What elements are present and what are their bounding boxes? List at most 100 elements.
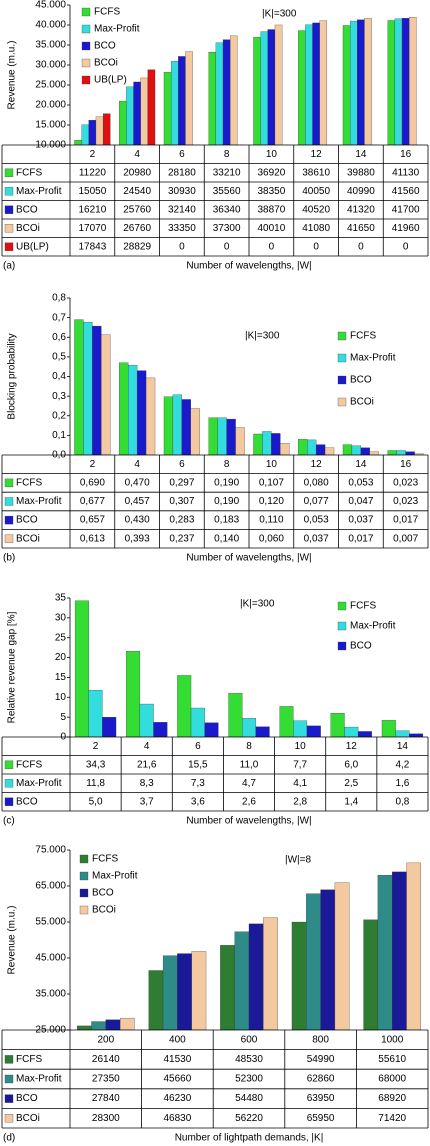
bar [74,600,89,737]
table-value: 0,183 [214,515,239,526]
y-tick-label: 0,5 [52,352,66,363]
table-value: 1,6 [395,778,409,789]
table-value: 37300 [213,223,241,234]
table-value: 41560 [392,186,420,197]
table-row-label: BCOi [16,1113,40,1124]
legend-swatch [337,397,347,407]
bar [395,730,410,737]
table-value: 0,047 [348,496,373,507]
table-value: 0,307 [169,496,194,507]
bar [77,1025,92,1030]
bar [416,144,424,145]
legend-swatch [337,331,347,341]
table-value: 68920 [378,1093,406,1104]
legend-label: FCFS [92,854,118,865]
table-value: 27840 [92,1093,120,1104]
table-value: 35560 [213,186,241,197]
table-swatch [4,534,14,543]
table-value: 7,3 [191,778,205,789]
y-tick-label: 15 [55,672,67,683]
bar [136,370,147,455]
bar [320,889,336,1030]
y-tick-label: 75.000 [35,845,66,856]
table-value: 40010 [257,223,285,234]
bar [280,443,290,455]
bar [344,726,359,737]
table-row-label: FCFS [16,478,42,489]
legend-label: FCFS [350,601,376,612]
x-tick-label: 6 [179,459,185,470]
legend-label: BCOi [94,58,118,69]
x-tick-label: 12 [311,459,323,470]
table-swatch [4,1094,14,1103]
table-swatch [4,478,14,488]
x-tick-label: 8 [224,149,230,160]
bar [253,433,263,455]
table-value: 0,110 [259,515,284,526]
y-tick-label: 15.000 [35,120,66,131]
x-tick-label: 10 [266,149,278,160]
x-tick-label: 4 [134,459,140,470]
table-value: 0,037 [348,515,373,526]
bar [306,893,321,1030]
legend-swatch [79,854,89,864]
table-value: 6,0 [344,759,358,770]
bar [237,144,245,145]
bar [274,24,283,145]
annotation: |K|=300 [240,599,275,610]
x-tick-label: 16 [400,459,412,470]
table-value: 20980 [123,167,151,178]
table-row-label: Max-Profit [16,1074,62,1085]
legend-label: BCO [350,641,372,652]
table-value: 48530 [235,1054,263,1065]
table-value: 5,0 [89,796,103,807]
table-value: 68000 [378,1074,406,1085]
x-tick-label: 6 [179,149,185,160]
table-swatch [4,187,14,196]
legend-label: Max-Profit [94,24,140,35]
x-axis-label: Number of wavelengths, |W| [186,816,311,827]
bar [409,733,424,737]
table-value: 0,283 [169,515,194,526]
bar [181,399,191,455]
bar [192,144,200,145]
legend-label: Max-Profit [92,871,138,882]
table-value: 25760 [123,204,151,215]
table-value: 8,3 [140,778,154,789]
table-value: 4,2 [395,759,409,770]
table-swatch [4,760,14,769]
table-value: 2,5 [344,778,358,789]
legend-label: BCOi [92,905,116,916]
annotation: |W|=8 [285,855,311,866]
bar [349,20,358,145]
table-swatch [4,497,14,506]
table-value: 40520 [302,204,330,215]
bar [163,396,174,455]
table-row-label: BCO [16,796,38,807]
table-value: 41320 [347,204,375,215]
bar [172,394,183,455]
x-tick-label: 8 [246,741,252,752]
table-value: 15050 [78,186,106,197]
table-value: 39880 [347,167,375,178]
bar [387,450,397,455]
table-value: 33210 [213,167,241,178]
legend-swatch [337,621,347,631]
legend-swatch [337,641,347,651]
y-tick-label: 35.000 [35,989,66,1000]
bar [271,433,281,455]
table-value: 0,023 [393,496,418,507]
bar [235,427,245,455]
table-value: 0,657 [80,515,105,526]
bar [139,703,154,737]
bar [242,718,256,737]
table-value: 41080 [302,223,330,234]
table-value: 0,393 [125,533,150,544]
bar [291,921,307,1030]
bar [342,25,351,145]
table-value: 0,190 [214,496,239,507]
y-tick-label: 0,3 [52,391,66,402]
y-tick-label: 35.000 [35,40,66,51]
x-tick-label: 10 [295,741,307,752]
